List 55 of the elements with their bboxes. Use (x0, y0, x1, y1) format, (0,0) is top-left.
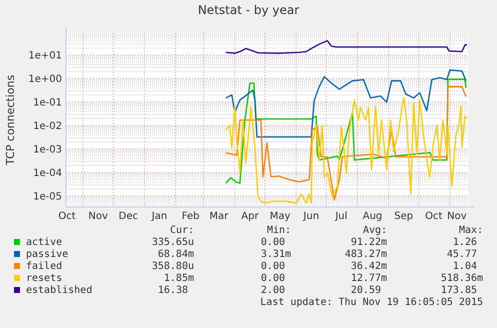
y-tick-label: 1e-03 (33, 144, 62, 156)
text: 518.36m (440, 273, 483, 284)
text: 1.85m (164, 273, 194, 284)
line-series (225, 69, 467, 138)
y-tick-label: 1e-02 (33, 121, 62, 132)
legend-label: resets (26, 273, 62, 284)
x-tick-label: Oct (425, 211, 443, 222)
text: 173.85 (440, 285, 477, 296)
text: Min: (266, 225, 292, 236)
text: 16.38 (158, 285, 188, 296)
text: 483.27m (344, 249, 387, 260)
line-series (225, 40, 468, 54)
y-tick-label: 1e-04 (33, 168, 62, 180)
x-tick-label: Dec (118, 211, 138, 222)
text: 12.77m (350, 273, 387, 284)
text: Last update: Thu Nov 19 16:05:05 2015 (260, 297, 483, 308)
text: 3.31m (260, 249, 291, 260)
text: Max: (458, 225, 484, 236)
text: 0.00 (260, 273, 285, 284)
chart-title: Netstat - by year (198, 3, 300, 17)
x-tick-label: Nov (447, 211, 467, 222)
text: 20.59 (350, 285, 381, 296)
text: 0.00 (260, 237, 285, 248)
x-tick-label: Aug (362, 211, 382, 222)
text: 1.04 (452, 261, 477, 272)
legend-label: active (26, 237, 62, 248)
legend-label: established (26, 285, 92, 296)
text: 1.26 (452, 237, 477, 248)
text: 2.00 (260, 285, 285, 296)
text: Avg: (362, 225, 388, 236)
x-tick-label: Jun (302, 211, 320, 222)
text: Cur: (170, 225, 194, 236)
text: 68.84m (158, 249, 194, 260)
x-tick-label: Mar (209, 211, 230, 222)
y-axis-title: TCP connections (4, 74, 17, 166)
legend-label: failed (26, 261, 62, 272)
text: 91.22m (350, 237, 387, 248)
x-tick-label: Sep (394, 211, 414, 222)
x-tick-label: Oct (58, 211, 76, 222)
text: 45.77 (446, 249, 477, 260)
y-tick-label: 1e+01 (28, 50, 62, 62)
x-tick-label: May (270, 211, 290, 222)
text: 0.00 (260, 261, 285, 272)
x-tick-label: Jan (150, 211, 168, 222)
text: 36.42m (350, 261, 387, 272)
x-tick-label: Nov (88, 211, 108, 222)
y-tick-label: 1e-01 (33, 98, 62, 109)
y-tick-label: 1e+00 (28, 74, 62, 86)
legend-label: passive (26, 249, 68, 260)
text: 358.80u (152, 261, 194, 272)
x-tick-label: Apr (241, 211, 260, 222)
x-tick-label: Jul (334, 211, 348, 222)
y-tick-label: 1e-05 (33, 191, 62, 202)
x-tick-label: Feb (182, 211, 200, 222)
text: 335.65u (152, 237, 194, 248)
